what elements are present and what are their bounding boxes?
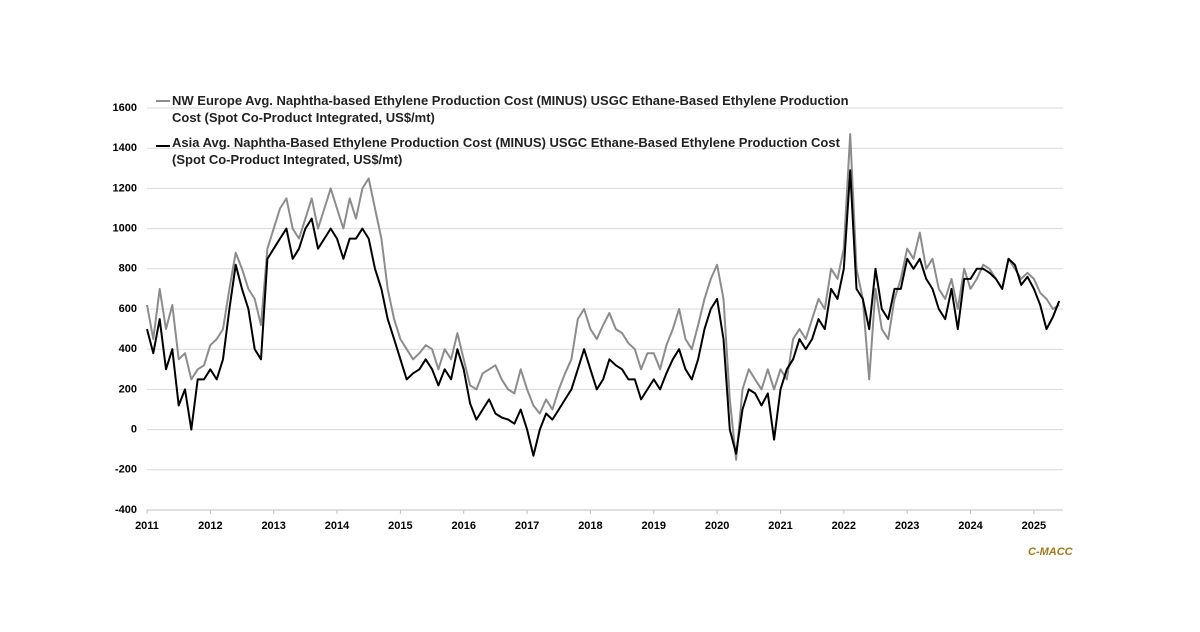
legend-swatch [156,100,170,102]
y-tick-label: 1600 [113,102,137,114]
y-tick-label: 600 [119,303,137,315]
x-tick-label: 2025 [1022,520,1046,532]
x-tick-label: 2015 [388,520,412,532]
legend-entry: NW Europe Avg. Naphtha-based Ethylene Pr… [172,93,849,125]
y-tick-label: -400 [115,504,137,516]
y-tick-label: 200 [119,383,137,395]
x-tick-label: 2022 [832,520,856,532]
y-tick-label: 1200 [113,182,137,194]
x-tick-label: 2014 [325,520,350,532]
y-tick-label: 1000 [113,223,137,235]
x-tick-label: 2012 [198,520,222,532]
y-tick-label: 1400 [113,142,137,154]
x-tick-label: 2020 [705,520,729,532]
x-tick-label: 2021 [768,520,792,532]
x-tick-label: 2018 [578,520,602,532]
x-tick-label: 2023 [895,520,919,532]
x-tick-label: 2011 [135,520,159,532]
series-line [146,169,1061,457]
x-tick-label: 2016 [451,520,475,532]
y-tick-label: 0 [131,424,137,436]
source: C-MACC [1028,546,1073,558]
x-tick-label: 2013 [261,520,285,532]
series-line [146,133,1060,461]
y-tick-label: 400 [119,343,137,355]
y-tick-label: 800 [119,263,137,275]
x-tick-label: 2017 [515,520,539,532]
x-tick-label: 2024 [958,520,983,532]
legend-entry: Asia Avg. Naphtha-Based Ethylene Product… [172,135,840,167]
legend-swatch [156,145,170,147]
x-tick-label: 2019 [642,520,666,532]
y-tick-label: -200 [115,464,137,476]
